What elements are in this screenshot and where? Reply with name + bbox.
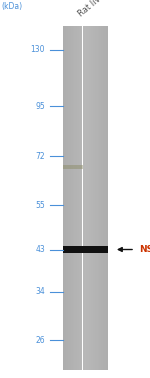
Bar bbox=[82, 26, 83, 370]
Bar bbox=[101, 26, 102, 370]
Bar bbox=[86, 26, 87, 370]
Bar bbox=[75, 26, 76, 370]
Bar bbox=[63, 246, 108, 253]
Text: 26: 26 bbox=[35, 336, 45, 345]
Bar bbox=[65, 26, 66, 370]
Bar bbox=[63, 165, 83, 169]
Bar bbox=[91, 26, 92, 370]
Bar bbox=[90, 26, 91, 370]
Bar bbox=[68, 26, 69, 370]
Bar bbox=[70, 26, 71, 370]
Bar bbox=[73, 26, 74, 370]
Bar bbox=[93, 26, 94, 370]
Text: NSUN4: NSUN4 bbox=[140, 245, 150, 254]
Bar bbox=[80, 26, 81, 370]
Text: MW
(kDa): MW (kDa) bbox=[2, 0, 23, 11]
Bar bbox=[67, 26, 68, 370]
Bar bbox=[98, 26, 99, 370]
Bar bbox=[99, 26, 100, 370]
Bar bbox=[103, 26, 104, 370]
Bar bbox=[92, 26, 93, 370]
Bar bbox=[104, 26, 105, 370]
Text: 55: 55 bbox=[35, 201, 45, 209]
Bar bbox=[74, 26, 75, 370]
Text: Rat liver: Rat liver bbox=[77, 0, 110, 19]
Bar bbox=[64, 26, 65, 370]
Bar bbox=[76, 26, 77, 370]
Bar bbox=[85, 26, 86, 370]
Bar bbox=[69, 26, 70, 370]
Bar bbox=[95, 26, 96, 370]
Bar bbox=[72, 26, 73, 370]
Text: 43: 43 bbox=[35, 245, 45, 254]
Bar bbox=[102, 26, 103, 370]
Bar bbox=[97, 26, 98, 370]
Bar bbox=[88, 26, 89, 370]
Bar bbox=[106, 26, 107, 370]
Bar bbox=[77, 26, 78, 370]
Bar bbox=[96, 26, 97, 370]
Bar bbox=[100, 26, 101, 370]
Bar bbox=[103, 26, 104, 370]
Text: 130: 130 bbox=[30, 45, 45, 54]
Bar bbox=[84, 26, 85, 370]
Text: 34: 34 bbox=[35, 287, 45, 296]
Bar bbox=[79, 26, 80, 370]
Bar bbox=[63, 26, 64, 370]
Bar bbox=[71, 26, 72, 370]
Text: 72: 72 bbox=[35, 152, 45, 161]
Bar bbox=[87, 26, 88, 370]
Bar bbox=[107, 26, 108, 370]
Bar bbox=[83, 26, 84, 370]
Bar bbox=[89, 26, 90, 370]
Bar bbox=[66, 26, 67, 370]
Text: 95: 95 bbox=[35, 102, 45, 111]
Bar bbox=[105, 26, 106, 370]
Bar bbox=[81, 26, 82, 370]
Bar bbox=[94, 26, 95, 370]
Bar bbox=[78, 26, 79, 370]
